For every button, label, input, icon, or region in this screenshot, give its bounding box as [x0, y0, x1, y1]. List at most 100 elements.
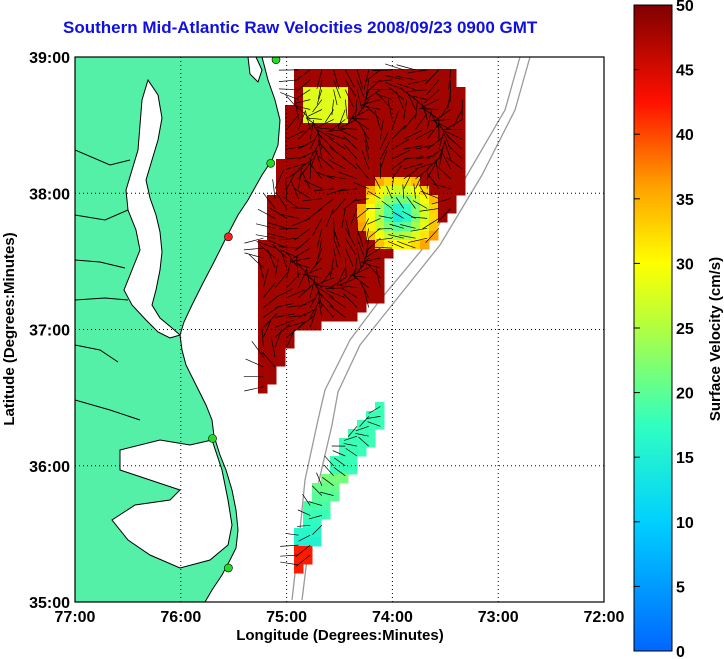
velocity-arrow [408, 237, 428, 243]
velocity-cell [456, 168, 466, 178]
velocity-arrow [399, 234, 416, 239]
velocity-cell [267, 213, 277, 223]
velocity-cell [402, 114, 412, 124]
velocity-cell [321, 303, 331, 313]
velocity-cell [366, 159, 376, 169]
velocity-arrow [286, 329, 295, 348]
velocity-cell [258, 321, 268, 331]
velocity-arrow [406, 196, 416, 209]
velocity-cell [357, 447, 367, 457]
velocity-cell [285, 132, 295, 142]
velocity-cell [375, 213, 385, 223]
velocity-arrow [410, 216, 428, 219]
velocity-cell [339, 87, 349, 97]
velocity-arrow [386, 185, 393, 199]
velocity-cell [357, 303, 367, 313]
velocity-cell [321, 474, 331, 484]
velocity-cell [303, 258, 313, 268]
velocity-cell [330, 195, 340, 205]
velocity-arrow [333, 79, 341, 99]
velocity-cell [321, 195, 331, 205]
velocity-arrow [319, 119, 334, 127]
velocity-cell [285, 321, 295, 331]
velocity-arrow [376, 237, 393, 241]
velocity-cell [285, 204, 295, 214]
velocity-cell [429, 168, 439, 178]
velocity-arrow [365, 238, 370, 256]
velocity-cell [312, 204, 322, 214]
velocity-cell [402, 78, 412, 88]
velocity-cell [438, 105, 448, 115]
velocity-arrow [395, 197, 405, 209]
velocity-arrow [320, 491, 334, 496]
colorbar-tick-label: 15 [676, 450, 694, 467]
velocity-cell [285, 240, 295, 250]
velocity-arrow [403, 163, 423, 170]
velocity-arrow [438, 140, 446, 160]
velocity-cell [339, 303, 349, 313]
velocity-arrow [309, 300, 321, 318]
velocity-cell [384, 114, 394, 124]
velocity-arrow [309, 150, 318, 170]
velocity-arrow [333, 467, 346, 477]
velocity-cell [384, 123, 394, 133]
velocity-cell [339, 105, 349, 115]
velocity-arrow [278, 88, 299, 91]
velocity-cell [456, 132, 466, 142]
river-lines [75, 149, 141, 421]
velocity-cell [384, 177, 394, 187]
velocity-cell [258, 294, 268, 304]
velocity-cell [384, 96, 394, 106]
velocity-arrow [286, 130, 305, 140]
velocity-cell [456, 159, 466, 169]
velocity-arrow [344, 99, 348, 120]
velocity-cell [438, 159, 448, 169]
velocity-arrow [413, 183, 416, 199]
velocity-arrow [329, 305, 346, 318]
velocity-cell [348, 240, 358, 250]
velocity-arrow [361, 262, 381, 269]
velocity-cell [330, 222, 340, 232]
velocity-cell [366, 168, 376, 178]
velocity-arrow [294, 237, 311, 252]
velocity-cell [339, 132, 349, 142]
velocity-cell [330, 114, 340, 124]
velocity-arrow [244, 386, 264, 392]
velocity-arrow [372, 174, 381, 189]
velocity-cell [411, 159, 421, 169]
velocity-cell [438, 96, 448, 106]
velocity-cell [303, 186, 313, 196]
velocity-cell [357, 141, 367, 151]
velocity-cell [312, 222, 322, 232]
velocity-cell [402, 177, 412, 187]
velocity-arrow [322, 477, 334, 486]
velocity-cell [420, 87, 430, 97]
velocity-cell [393, 159, 403, 169]
x-tick-label: 75:00 [266, 609, 307, 626]
velocity-cell [375, 240, 385, 250]
velocity-arrow [363, 247, 381, 259]
velocity-arrow [316, 286, 334, 298]
velocity-cell [312, 249, 322, 259]
velocity-cell [393, 69, 403, 79]
velocity-cell [303, 132, 313, 142]
velocity-cell [321, 177, 331, 187]
velocity-cell [357, 150, 367, 160]
velocity-cell [438, 132, 448, 142]
velocity-cell [393, 240, 403, 250]
velocity-arrow [304, 110, 311, 130]
velocity-arrow [355, 163, 369, 180]
velocity-cell [402, 186, 412, 196]
velocity-arrow [356, 79, 365, 99]
velocity-cell [348, 276, 358, 286]
velocity-arrow [301, 170, 311, 189]
velocity-arrow [286, 324, 303, 338]
velocity-arrow [443, 140, 451, 160]
velocity-cell [294, 285, 304, 295]
velocity-cell [303, 501, 313, 511]
velocity-arrow [447, 89, 451, 110]
velocity-arrow [270, 337, 276, 358]
velocity-cell [267, 249, 277, 259]
velocity-cell [420, 141, 430, 151]
velocity-arrow [333, 238, 341, 257]
